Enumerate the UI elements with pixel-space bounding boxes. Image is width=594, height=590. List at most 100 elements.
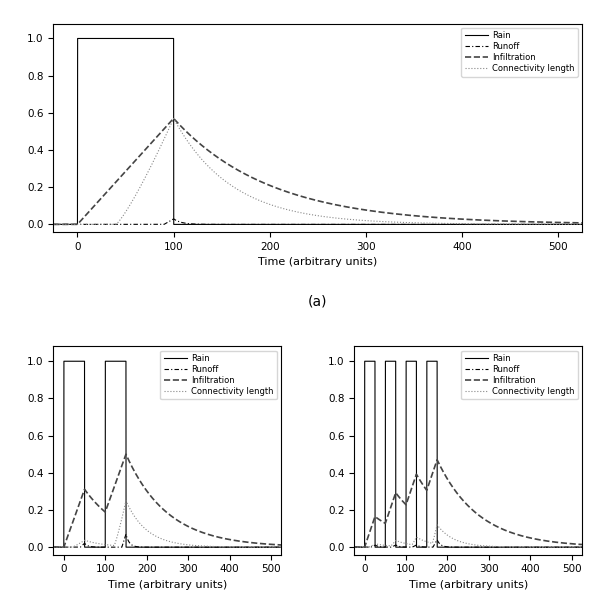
Connectivity length (59, 543, 67, 550)
Infiltration (153, 133, 160, 140)
Infiltration (278, 542, 285, 549)
Runoff (364, 543, 371, 550)
Runoff (50, 543, 57, 550)
Rain (266, 543, 273, 550)
Runoff (462, 543, 469, 550)
Rain (308, 221, 315, 228)
Runoff (81, 221, 89, 228)
Connectivity length (94, 540, 102, 547)
Rain (162, 543, 169, 550)
Infiltration (434, 456, 441, 463)
Rain (396, 543, 403, 550)
Line: Infiltration: Infiltration (53, 119, 582, 224)
Infiltration (50, 221, 57, 228)
Connectivity length (162, 536, 169, 543)
Connectivity length (50, 543, 57, 550)
Line: Connectivity length: Connectivity length (354, 525, 582, 547)
Infiltration (352, 543, 359, 550)
Connectivity length (364, 543, 371, 550)
Rain (60, 358, 67, 365)
Line: Rain: Rain (53, 38, 582, 224)
Infiltration (162, 507, 169, 514)
Rain (567, 543, 574, 550)
Infiltration (266, 540, 273, 548)
Runoff (72, 221, 79, 228)
Connectivity length (360, 543, 367, 550)
Infiltration (81, 212, 89, 219)
Connectivity length (81, 221, 89, 228)
Connectivity length (579, 543, 586, 550)
Line: Runoff: Runoff (53, 534, 282, 547)
Runoff (162, 543, 169, 550)
Infiltration (52, 221, 59, 228)
Rain (579, 221, 586, 228)
Infiltration (50, 543, 57, 550)
Runoff (153, 221, 160, 228)
Runoff (64, 543, 71, 550)
Rain (50, 543, 57, 550)
Infiltration (579, 219, 586, 227)
Rain (50, 221, 57, 228)
Rain (81, 35, 89, 42)
Rain (352, 543, 359, 550)
Rain (364, 358, 371, 365)
Rain (360, 543, 367, 550)
Infiltration (94, 502, 102, 509)
Connectivity length (352, 543, 359, 550)
Runoff (170, 215, 177, 222)
Line: Connectivity length: Connectivity length (53, 119, 582, 224)
Connectivity length (567, 543, 574, 550)
Connectivity length (551, 221, 558, 228)
Runoff (434, 536, 441, 543)
Runoff (59, 543, 67, 550)
Runoff (567, 543, 574, 550)
Connectivity length (122, 497, 129, 504)
Runoff (122, 530, 129, 537)
Infiltration (551, 219, 558, 226)
Connectivity length (350, 543, 358, 550)
Runoff (278, 543, 285, 550)
Runoff (52, 221, 59, 228)
Legend: Rain, Runoff, Infiltration, Connectivity length: Rain, Runoff, Infiltration, Connectivity… (462, 28, 578, 77)
Line: Rain: Rain (354, 361, 582, 547)
Infiltration (122, 451, 129, 458)
Infiltration (51, 543, 58, 550)
Runoff (50, 221, 57, 228)
Connectivity length (434, 522, 441, 529)
Rain (361, 358, 368, 365)
Infiltration (364, 534, 371, 541)
Runoff (352, 543, 359, 550)
Connectivity length (50, 221, 57, 228)
Rain (74, 35, 81, 42)
Runoff (94, 543, 102, 550)
Connectivity length (153, 150, 160, 158)
Line: Infiltration: Infiltration (354, 460, 582, 547)
Runoff (360, 543, 367, 550)
Infiltration (579, 541, 586, 548)
Infiltration (72, 221, 79, 228)
Rain (462, 543, 469, 550)
Infiltration (360, 543, 367, 550)
Rain (154, 35, 161, 42)
Connectivity length (52, 221, 59, 228)
X-axis label: Time (arbitrary units): Time (arbitrary units) (108, 580, 227, 590)
Connectivity length (51, 543, 58, 550)
Text: (a): (a) (308, 294, 327, 309)
X-axis label: Time (arbitrary units): Time (arbitrary units) (258, 257, 377, 267)
Line: Runoff: Runoff (354, 540, 582, 547)
Connectivity length (266, 543, 273, 550)
Infiltration (462, 500, 469, 507)
Rain (64, 358, 71, 365)
Infiltration (350, 543, 358, 550)
Rain (52, 221, 59, 228)
Connectivity length (64, 543, 71, 550)
Infiltration (308, 196, 315, 203)
Rain (278, 543, 285, 550)
Rain (579, 543, 586, 550)
Legend: Rain, Runoff, Infiltration, Connectivity length: Rain, Runoff, Infiltration, Connectivity… (160, 350, 277, 399)
Runoff (266, 543, 273, 550)
Rain (350, 543, 358, 550)
Infiltration (396, 493, 403, 500)
Runoff (308, 221, 315, 228)
Runoff (579, 221, 586, 228)
